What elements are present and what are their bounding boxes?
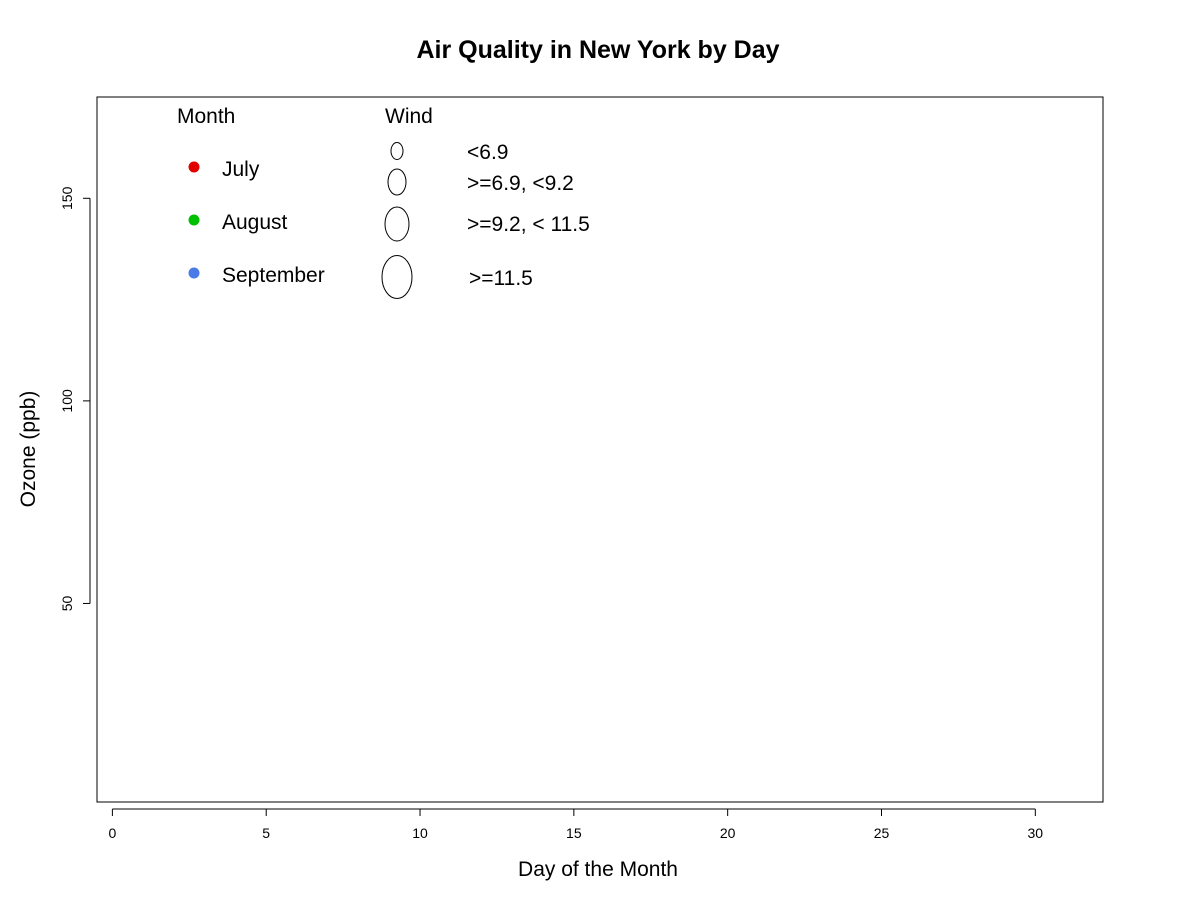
wind-size-medium	[387, 168, 407, 196]
wind-size-large	[384, 206, 410, 242]
x-axis-label: Day of the Month	[518, 858, 678, 881]
wind-label-4: >=11.5	[469, 267, 533, 290]
x-axis: 0 5 10 15 20 25 30	[108, 808, 1044, 841]
wind-legend: Wind <6.9 >=6.9, <9.2 >=9.2, < 11.5 >=11…	[381, 105, 590, 299]
y-tick-label: 100	[59, 389, 75, 413]
legend-dot-august	[188, 214, 200, 226]
wind-label-2: >=6.9, <9.2	[467, 172, 574, 195]
wind-label-3: >=9.2, < 11.5	[467, 213, 590, 236]
month-legend-title: Month	[177, 105, 235, 128]
legend-label-september: September	[222, 264, 325, 287]
x-tick-label: 20	[720, 825, 736, 841]
x-tick-label: 5	[262, 825, 270, 841]
x-tick-label: 15	[566, 825, 582, 841]
month-legend: Month July August September	[177, 105, 325, 287]
x-tick-label: 10	[412, 825, 428, 841]
chart-title: Air Quality in New York by Day	[416, 36, 779, 64]
x-tick-label: 30	[1028, 825, 1044, 841]
legend-label-july: July	[222, 158, 260, 181]
wind-size-small	[390, 142, 404, 160]
legend-dot-july	[188, 161, 200, 173]
y-axis-label: Ozone (ppb)	[17, 391, 40, 508]
legend-label-august: August	[222, 211, 288, 234]
plot-frame	[96, 96, 1104, 803]
legend-dot-september	[188, 267, 200, 279]
wind-label-1: <6.9	[467, 141, 508, 164]
y-axis: 50 100 150	[59, 186, 91, 611]
wind-legend-title: Wind	[385, 105, 433, 128]
wind-size-xlarge	[381, 255, 413, 299]
x-tick-label: 25	[874, 825, 890, 841]
x-tick-label: 0	[108, 825, 116, 841]
y-tick-label: 50	[59, 595, 75, 611]
y-tick-label: 150	[59, 186, 75, 210]
